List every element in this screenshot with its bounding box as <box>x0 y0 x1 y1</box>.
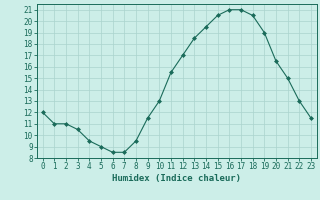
X-axis label: Humidex (Indice chaleur): Humidex (Indice chaleur) <box>112 174 241 183</box>
